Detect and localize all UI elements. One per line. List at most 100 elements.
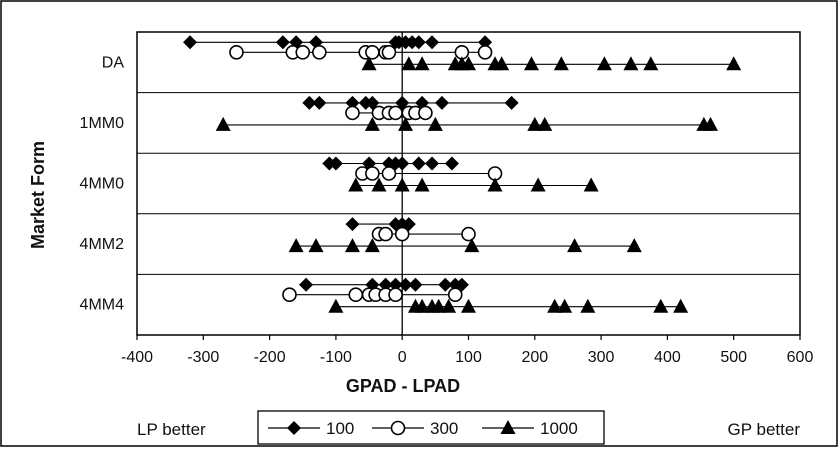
legend-marker-circle: [390, 420, 406, 436]
data-point-diamond: [378, 277, 393, 292]
data-point-triangle: [328, 298, 344, 313]
legend-label: 1000: [540, 419, 578, 438]
data-point-diamond: [411, 156, 426, 171]
data-point-triangle: [215, 116, 231, 131]
data-point-triangle: [401, 56, 417, 71]
data-point-circle: [394, 226, 410, 242]
data-point-triangle: [364, 116, 380, 131]
data-point-diamond: [444, 156, 459, 171]
legend-marker-triangle: [500, 420, 516, 434]
data-point-diamond: [345, 95, 360, 110]
data-point-triangle: [414, 56, 430, 71]
data-point-circle: [378, 226, 393, 242]
data-point-triangle: [308, 238, 324, 253]
data-point-triangle: [553, 56, 569, 71]
data-point-triangle: [523, 56, 539, 71]
data-point-triangle: [461, 56, 476, 71]
data-point-circle: [388, 287, 403, 303]
x-tick-label: 400: [654, 349, 681, 366]
annotation-lp-better: LP better: [137, 420, 206, 439]
data-point-triangle: [398, 116, 414, 131]
legend-label: 300: [430, 419, 458, 438]
data-point-triangle: [567, 238, 583, 253]
data-point-triangle: [431, 298, 447, 313]
x-tick-label: 600: [787, 349, 814, 366]
data-point-diamond: [425, 156, 440, 171]
data-point-circle: [312, 44, 327, 60]
data-point-triangle: [547, 298, 563, 313]
x-tick-label: 100: [455, 349, 482, 366]
x-tick-label: -400: [121, 349, 153, 366]
data-point-circle: [477, 44, 493, 60]
data-point-triangle: [364, 238, 380, 253]
data-point-diamond: [438, 277, 453, 292]
data-point-diamond: [411, 35, 426, 50]
data-point-triangle: [427, 116, 443, 131]
data-point-diamond: [312, 95, 327, 110]
data-point-circle: [229, 44, 244, 60]
data-point-diamond: [408, 277, 423, 292]
data-point-diamond: [504, 95, 519, 110]
data-point-diamond: [302, 95, 317, 110]
category-label: 4MM2: [80, 236, 125, 253]
legend-label: 100: [326, 419, 354, 438]
data-point-triangle: [580, 298, 596, 313]
data-point-triangle: [371, 177, 387, 192]
data-point-triangle: [623, 56, 639, 71]
annotation-gp-better: GP better: [728, 420, 801, 439]
category-label: DA: [102, 54, 125, 71]
data-point-diamond: [398, 277, 413, 292]
x-tick-label: 0: [398, 349, 407, 366]
data-point-circle: [447, 287, 463, 303]
data-point-triangle: [530, 177, 546, 192]
data-point-triangle: [464, 238, 480, 253]
data-point-circle: [381, 166, 397, 181]
data-point-diamond: [478, 35, 493, 50]
data-point-circle: [365, 44, 380, 60]
data-point-triangle: [527, 116, 543, 131]
data-point-diamond: [425, 35, 440, 50]
data-point-triangle: [494, 56, 510, 71]
data-point-circle: [295, 44, 311, 60]
data-point-circle: [348, 287, 364, 303]
x-tick-label: -100: [320, 349, 352, 366]
data-point-triangle: [461, 298, 476, 313]
data-point-triangle: [394, 177, 410, 192]
data-point-circle: [345, 105, 360, 121]
data-point-triangle: [653, 298, 669, 313]
data-point-triangle: [288, 238, 304, 253]
data-point-circle: [418, 105, 433, 121]
data-point-diamond: [299, 277, 314, 292]
data-point-diamond: [345, 217, 360, 232]
data-point-diamond: [275, 35, 290, 50]
x-axis-title: GPAD - LPAD: [346, 376, 460, 396]
data-point-triangle: [414, 177, 430, 192]
legend-box: [257, 410, 605, 445]
y-axis-title: Market Form: [28, 141, 48, 249]
x-tick-label: -200: [254, 349, 286, 366]
data-point-circle: [381, 44, 397, 60]
x-tick-label: 200: [521, 349, 548, 366]
data-point-triangle: [361, 56, 377, 71]
data-point-triangle: [344, 238, 360, 253]
data-point-triangle: [626, 238, 642, 253]
data-point-diamond: [183, 35, 198, 50]
data-point-circle: [365, 166, 380, 181]
x-tick-label: 500: [720, 349, 747, 366]
data-point-diamond: [328, 156, 343, 171]
data-point-diamond: [434, 95, 449, 110]
data-point-triangle: [583, 177, 599, 192]
plot-layer: [137, 32, 800, 335]
category-label: 1MM0: [80, 115, 125, 132]
x-tick-label: 300: [588, 349, 615, 366]
data-point-triangle: [596, 56, 612, 71]
data-point-triangle: [441, 298, 457, 313]
category-label: 4MM0: [80, 176, 125, 193]
data-point-triangle: [557, 298, 573, 313]
legend-marker-diamond: [287, 421, 301, 435]
data-point-triangle: [348, 177, 364, 192]
plot-area: [136, 31, 801, 336]
data-point-triangle: [726, 56, 742, 71]
